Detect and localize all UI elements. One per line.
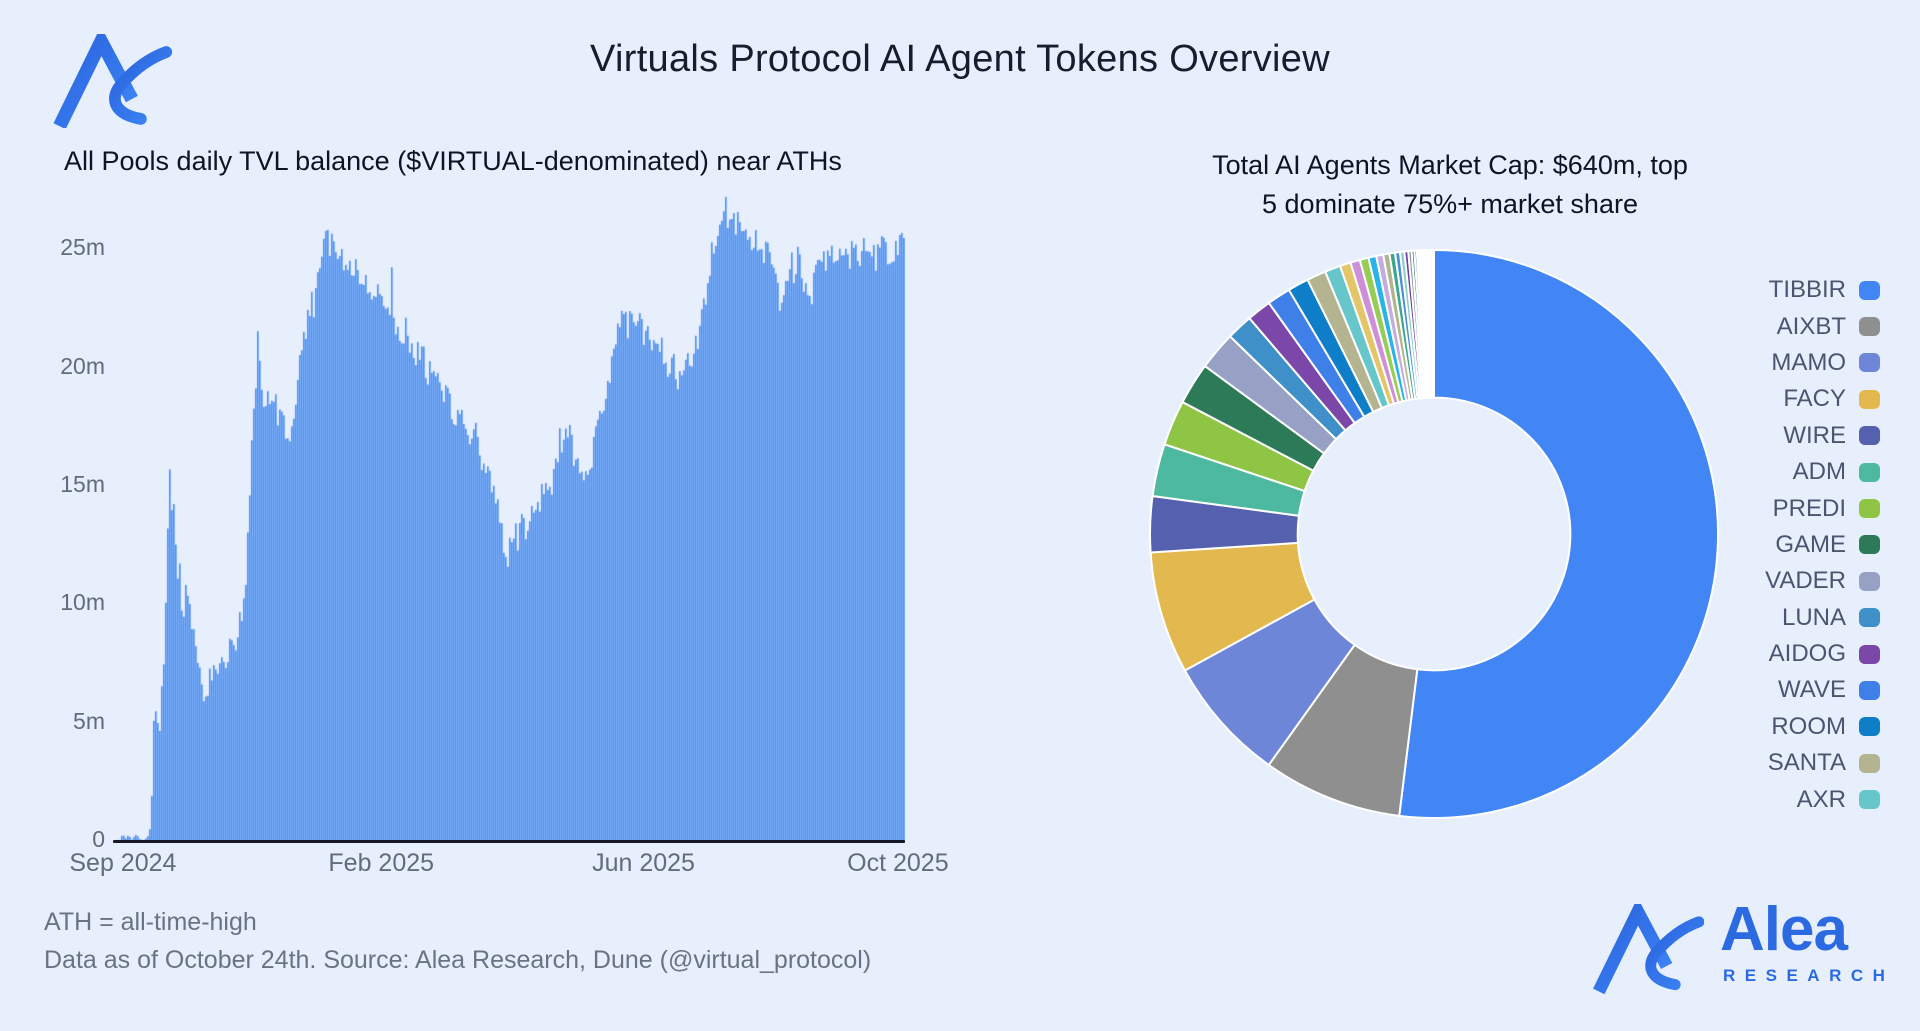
logo-swoosh-stroke	[109, 46, 173, 125]
legend-item-tibbir: TIBBIR	[1680, 272, 1880, 308]
brand-subtitle-text: RESEARCH	[1723, 966, 1895, 985]
legend-swatch	[1859, 644, 1880, 664]
legend-label: ADM	[1792, 458, 1846, 486]
legend-swatch	[1859, 426, 1880, 446]
legend-label: FACY	[1783, 385, 1846, 413]
donut-chart-title: Total AI Agents Market Cap: $640m, top 5…	[1055, 146, 1845, 224]
brand-text-block: Alea RESEARCH	[1720, 898, 1894, 986]
legend-swatch	[1859, 280, 1880, 300]
tvl-y-tick-label: 5m	[73, 707, 105, 734]
tvl-x-axis-line	[113, 840, 905, 843]
tvl-y-tick-label: 25m	[60, 234, 105, 261]
donut-slice	[1432, 248, 1435, 399]
legend-item-wire: WIRE	[1680, 418, 1880, 454]
tvl-y-tick-label: 15m	[60, 471, 105, 498]
tvl-y-tick-label: 20m	[60, 352, 105, 379]
legend-label: WAVE	[1777, 676, 1846, 704]
legend-label: LUNA	[1781, 603, 1846, 631]
legend-label: AIXBT	[1776, 312, 1846, 340]
logo-swoosh-stroke	[1645, 916, 1704, 991]
legend-label: GAME	[1775, 530, 1846, 558]
legend-item-santa: SANTA	[1680, 745, 1880, 781]
legend-label: TIBBIR	[1768, 276, 1846, 304]
alea-logo-icon	[53, 34, 173, 128]
tvl-y-axis: 0 5m 10m 15m 20m 25m	[36, 0, 105, 900]
alea-research-wordmark: Alea RESEARCH	[1592, 898, 1894, 994]
legend-label: AXR	[1796, 785, 1846, 813]
legend-label: ROOM	[1771, 712, 1846, 740]
footnotes: ATH = all-time-high Data as of October 2…	[44, 903, 871, 979]
tvl-chart-title: All Pools daily TVL balance ($VIRTUAL-de…	[64, 146, 842, 176]
legend-item-aixbt: AIXBT	[1680, 308, 1880, 344]
legend-swatch	[1859, 571, 1880, 591]
legend-item-predi: PREDI	[1680, 490, 1880, 526]
donut-legend: TIBBIR AIXBT MAMO FACY WIRE ADM PREDI GAME VADER…	[1680, 272, 1880, 818]
brand-name-text: Alea	[1720, 895, 1848, 964]
legend-swatch	[1859, 680, 1880, 700]
legend-swatch	[1859, 717, 1880, 737]
donut-chart-title-line2: 5 dominate 75%+ market share	[1262, 189, 1638, 219]
legend-swatch	[1859, 389, 1880, 409]
legend-swatch	[1859, 353, 1880, 373]
legend-swatch	[1859, 608, 1880, 628]
legend-label: MAMO	[1771, 348, 1846, 376]
legend-label: VADER	[1765, 567, 1846, 595]
legend-item-vader: VADER	[1680, 563, 1880, 599]
legend-swatch	[1859, 790, 1880, 810]
page-title: Virtuals Protocol AI Agent Tokens Overvi…	[590, 38, 1330, 80]
tvl-x-tick-label: Oct 2025	[847, 849, 949, 877]
legend-swatch	[1859, 753, 1880, 773]
legend-label: AIDOG	[1768, 640, 1846, 668]
legend-item-luna: LUNA	[1680, 600, 1880, 636]
donut-chart-title-line1: Total AI Agents Market Cap: $640m, top	[1212, 150, 1688, 180]
legend-item-mamo: MAMO	[1680, 345, 1880, 381]
tvl-x-tick-label: Sep 2024	[69, 849, 177, 877]
legend-item-axr: AXR	[1680, 781, 1880, 817]
legend-item-adm: ADM	[1680, 454, 1880, 490]
donut-slice-tibbir	[1398, 248, 1720, 819]
tvl-y-tick-label: 10m	[60, 589, 105, 616]
legend-swatch	[1859, 535, 1880, 555]
legend-label: PREDI	[1772, 494, 1846, 522]
alea-logo-icon-small	[1593, 904, 1704, 994]
footnote-source: Data as of October 24th. Source: Alea Re…	[44, 946, 872, 974]
tvl-x-axis: Sep 2024 Feb 2025 Jun 2025 Oct 2025	[69, 849, 948, 883]
legend-label: SANTA	[1767, 749, 1846, 777]
tvl-x-tick-label: Jun 2025	[592, 849, 695, 877]
legend-swatch	[1859, 462, 1880, 482]
legend-item-facy: FACY	[1680, 381, 1880, 417]
legend-label: WIRE	[1783, 421, 1846, 449]
legend-item-aidog: AIDOG	[1680, 636, 1880, 672]
legend-item-game: GAME	[1680, 527, 1880, 563]
legend-item-room: ROOM	[1680, 709, 1880, 745]
legend-item-wave: WAVE	[1680, 672, 1880, 708]
tvl-bar-chart	[115, 190, 905, 841]
legend-swatch	[1859, 499, 1880, 519]
market-cap-donut-chart	[1149, 248, 1720, 819]
tvl-y-tick-label: 0	[92, 826, 105, 852]
tvl-x-tick-label: Feb 2025	[328, 849, 435, 877]
footnote-ath: ATH = all-time-high	[44, 908, 257, 936]
legend-swatch	[1859, 317, 1880, 337]
